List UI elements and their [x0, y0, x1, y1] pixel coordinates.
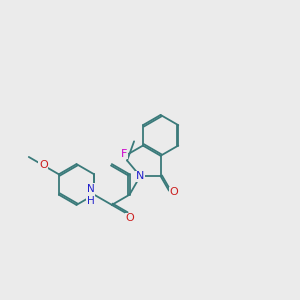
Text: O: O: [125, 213, 134, 223]
Text: N
H: N H: [87, 184, 94, 206]
Text: F: F: [121, 149, 127, 159]
Text: O: O: [39, 160, 48, 170]
Text: O: O: [169, 187, 178, 197]
Text: N: N: [136, 171, 144, 181]
